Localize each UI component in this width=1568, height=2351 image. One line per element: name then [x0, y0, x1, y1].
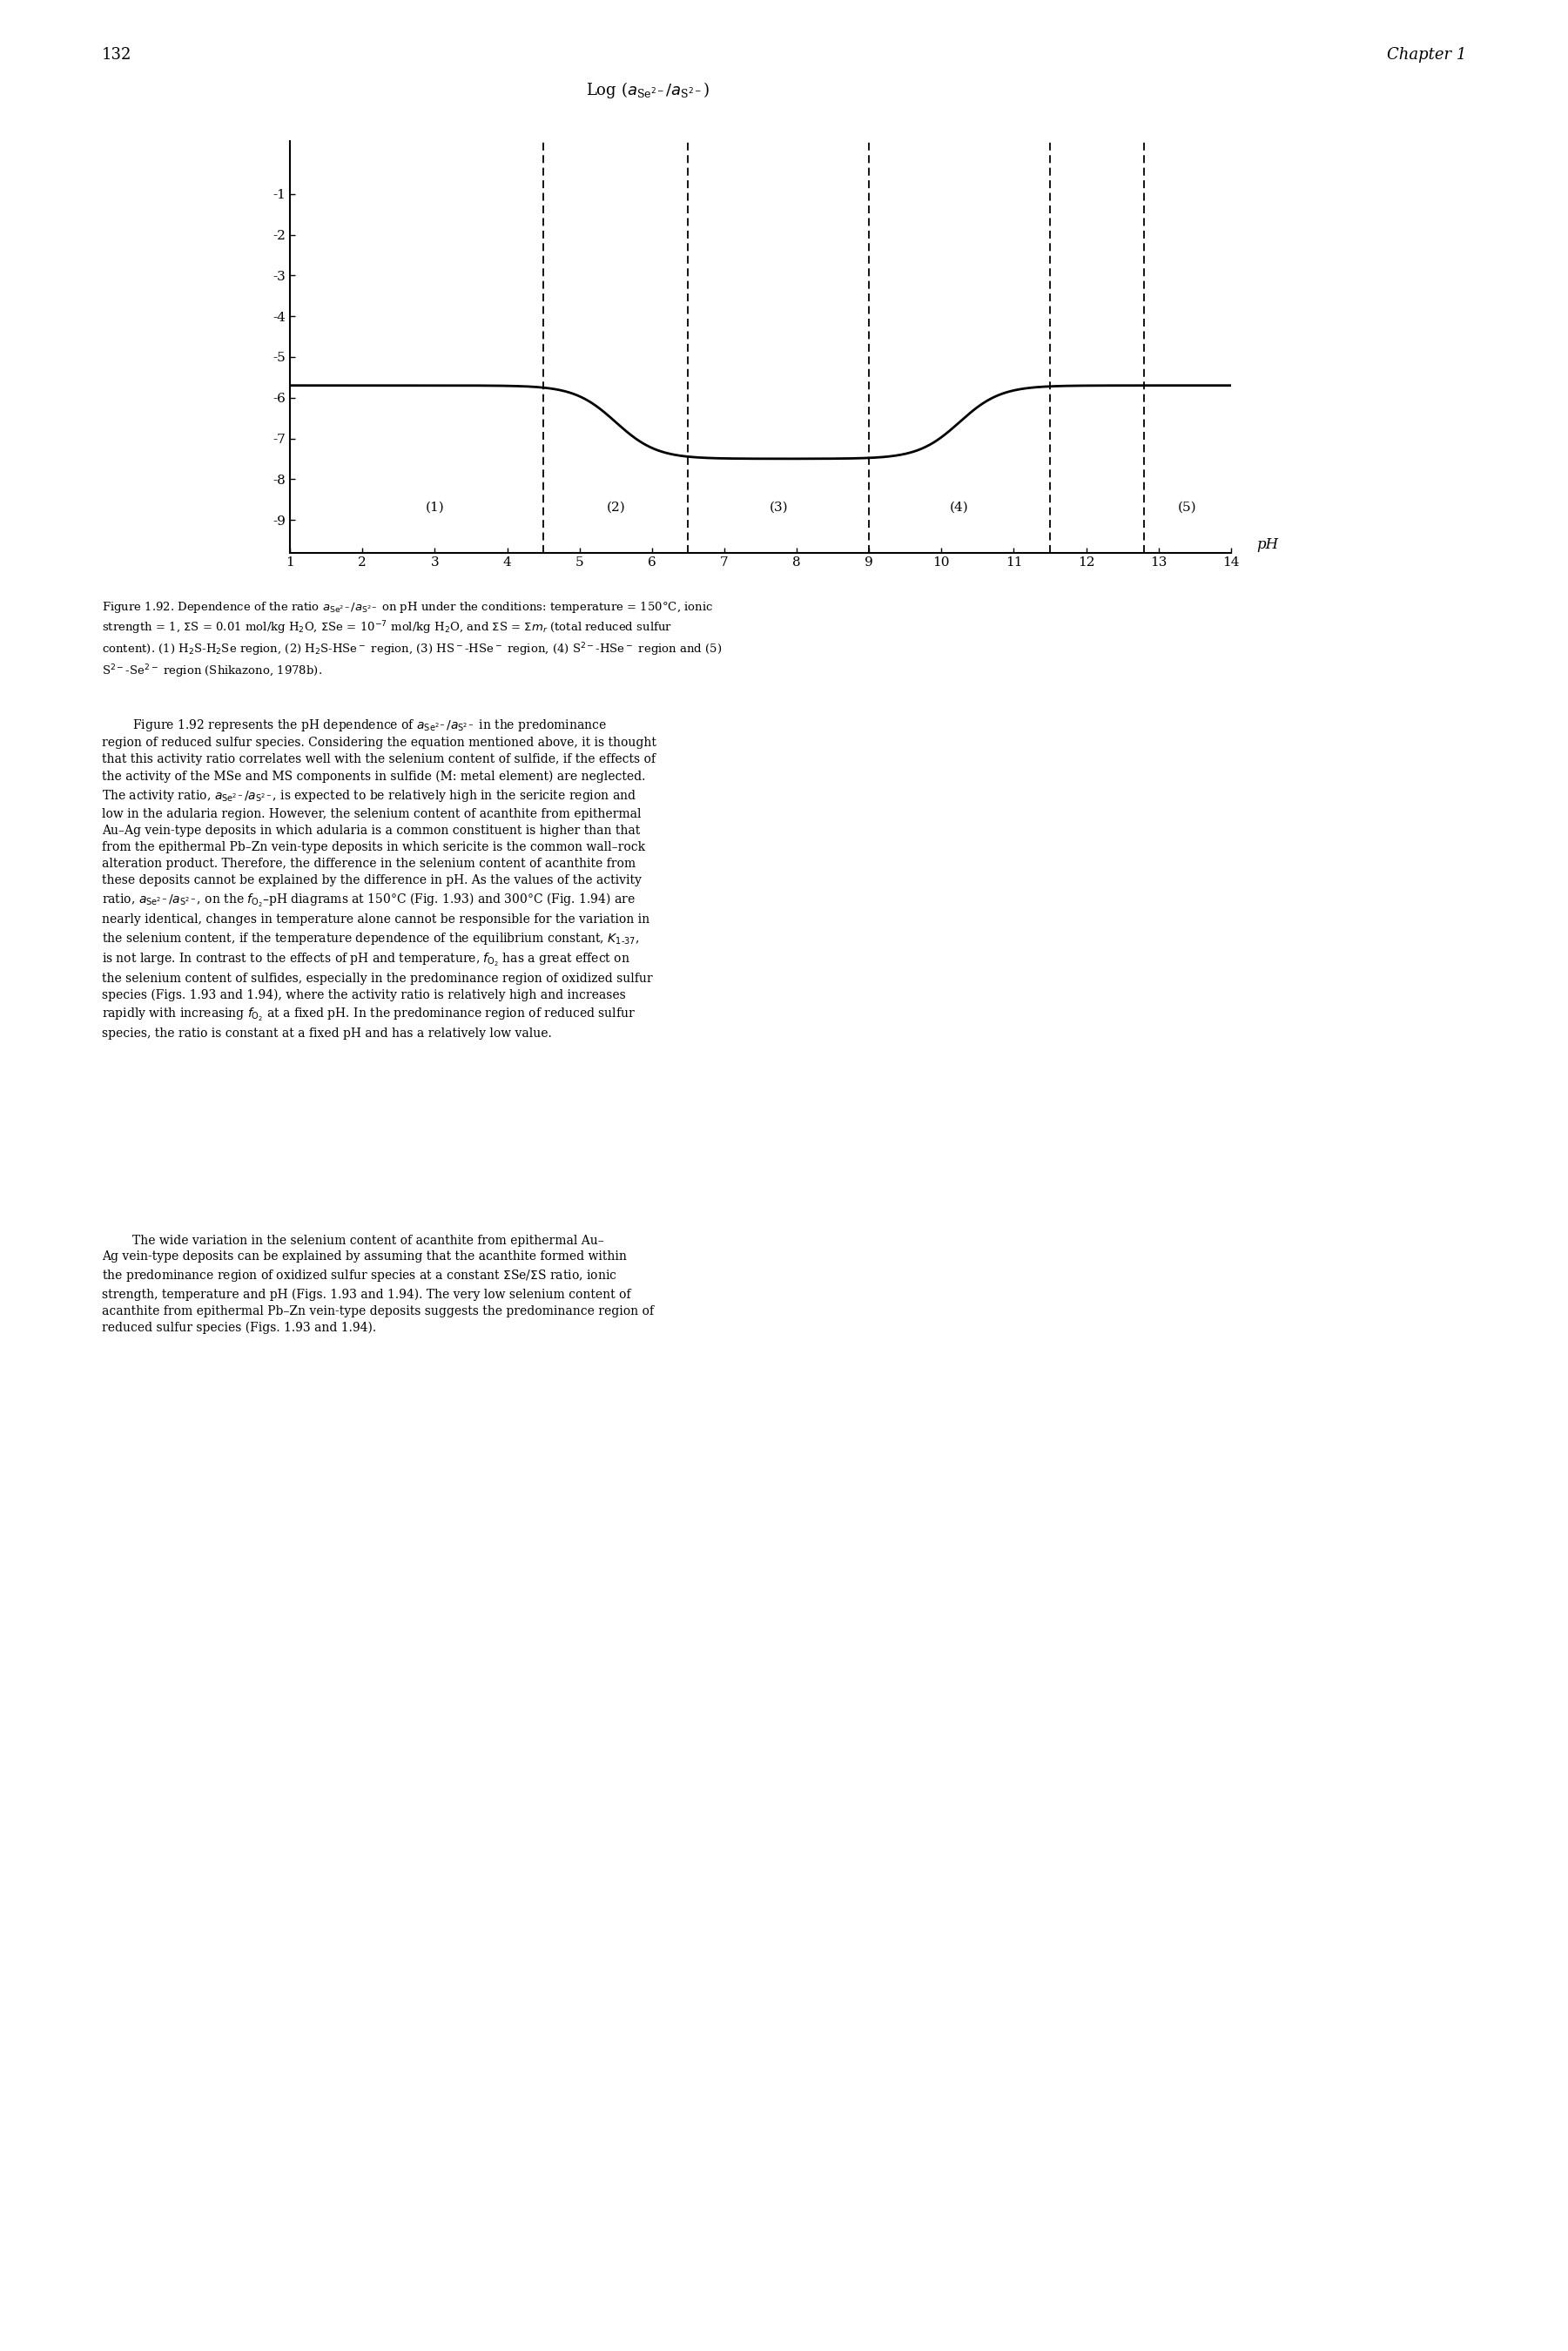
Text: (3): (3) [770, 501, 789, 515]
Text: Figure 1.92. Dependence of the ratio $a_{\mathrm{Se}^{2-}}/a_{\mathrm{S}^{2-}}$ : Figure 1.92. Dependence of the ratio $a_… [102, 600, 723, 679]
Text: (4): (4) [950, 501, 969, 515]
Text: Log ($a_{\mathregular{Se}^{2-}}/a_{\mathregular{S}^{2-}}$): Log ($a_{\mathregular{Se}^{2-}}/a_{\math… [585, 80, 710, 101]
Text: (1): (1) [425, 501, 444, 515]
Text: 132: 132 [102, 47, 132, 63]
Text: (2): (2) [607, 501, 626, 515]
Text: pH: pH [1256, 536, 1278, 552]
Text: The wide variation in the selenium content of acanthite from epithermal Au–
Ag v: The wide variation in the selenium conte… [102, 1234, 654, 1335]
Text: (5): (5) [1178, 501, 1196, 515]
Text: Figure 1.92 represents the pH dependence of $a_{\mathrm{Se}^{2-}}/a_{\mathrm{S}^: Figure 1.92 represents the pH dependence… [102, 717, 657, 1039]
Text: Chapter 1: Chapter 1 [1386, 47, 1466, 63]
